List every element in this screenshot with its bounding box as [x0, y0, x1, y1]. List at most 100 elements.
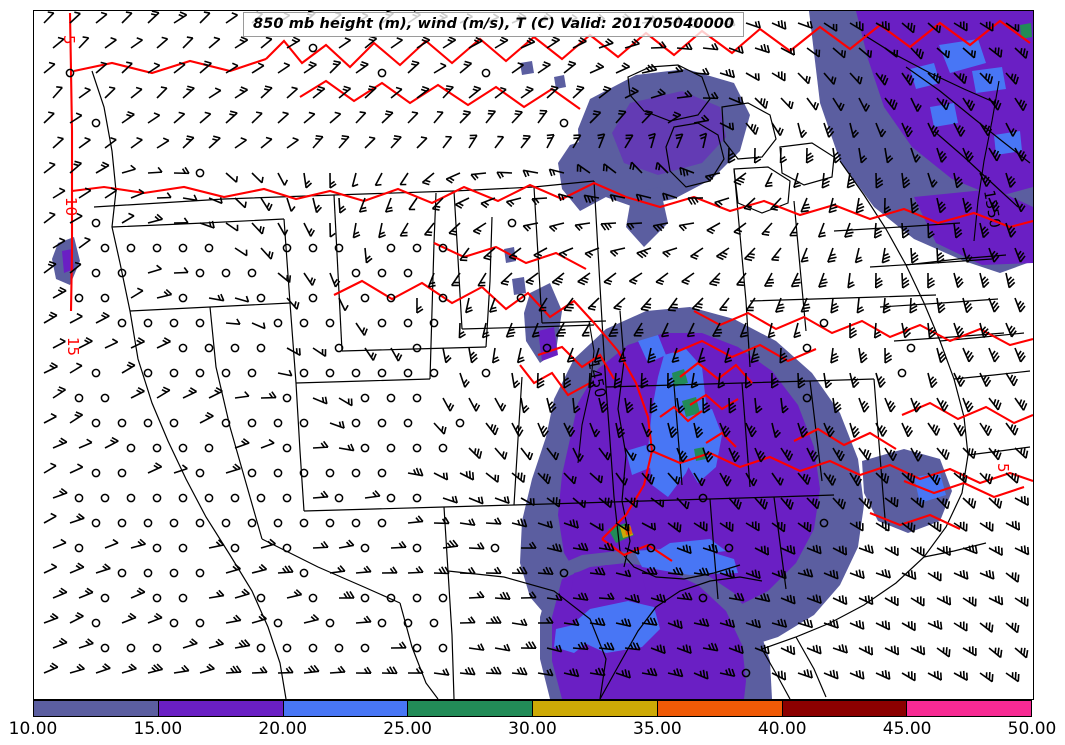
wind-barb [303, 268, 319, 287]
calm-wind-circle [559, 118, 569, 128]
wind-barb [1014, 491, 1033, 507]
wind-barb [303, 219, 317, 238]
wind-barb [433, 565, 451, 575]
wind-barb [576, 272, 595, 288]
calm-wind-circle [412, 643, 422, 653]
wind-barb [351, 172, 362, 189]
calm-wind-circle [143, 418, 153, 428]
wind-barb [354, 615, 372, 624]
wind-barb [858, 641, 877, 656]
wind-barb [390, 641, 407, 649]
wind-barb [118, 611, 137, 624]
wind-barb [901, 616, 920, 632]
wind-barb [40, 309, 58, 324]
calm-wind-circle [91, 618, 101, 628]
wind-barb [100, 83, 116, 99]
wind-barb [65, 157, 83, 174]
wind-barb [223, 462, 242, 474]
wind-barb [600, 222, 618, 232]
colorbar-tick-50: 50.00 [1007, 719, 1057, 739]
wind-barb [558, 247, 577, 261]
calm-wind-circle [438, 593, 448, 603]
wind-barb [1014, 294, 1028, 313]
wind-barb [702, 41, 720, 51]
wind-barb [858, 541, 877, 555]
wind-barb [40, 209, 56, 224]
calm-wind-circle [143, 368, 153, 378]
calm-wind-circle [91, 518, 101, 528]
wind-barb [979, 617, 997, 633]
wind-barb [936, 641, 954, 658]
wind-barb [221, 107, 238, 124]
wind-barb [93, 561, 112, 574]
wind-barb [708, 272, 726, 290]
wind-barb [1005, 567, 1023, 583]
wind-barb [335, 35, 352, 49]
calm-wind-circle [559, 568, 569, 578]
wind-barb [569, 35, 588, 49]
calm-wind-circle [117, 568, 127, 578]
wind-barb [277, 665, 294, 674]
wind-barb [433, 516, 450, 525]
wind-barb [901, 271, 910, 289]
wind-barb [875, 666, 894, 681]
calm-wind-circle [117, 318, 127, 328]
wind-barb [855, 197, 867, 215]
wind-barb [953, 566, 972, 580]
calm-wind-circle [247, 268, 257, 278]
wind-barb [459, 615, 476, 624]
calm-wind-circle [152, 443, 162, 453]
wind-barb [655, 272, 673, 288]
calm-wind-circle [377, 68, 387, 78]
wind-barb [1005, 516, 1024, 531]
wind-barb [531, 197, 549, 206]
wind-barb [338, 295, 351, 312]
calm-wind-circles-layer [65, 18, 916, 678]
wind-barb [901, 419, 915, 438]
wind-barb [979, 666, 997, 683]
wind-barb [311, 540, 329, 549]
calm-wind-circle [195, 468, 205, 478]
wind-barb [495, 171, 513, 180]
calm-wind-circle [308, 293, 318, 303]
wind-barb [249, 562, 268, 574]
wind-barb [205, 85, 222, 99]
calm-wind-circle [91, 118, 101, 128]
calm-wind-circle [100, 293, 110, 303]
calm-wind-circle [100, 393, 110, 403]
wind-barb [421, 172, 439, 188]
wind-barb [363, 489, 381, 499]
calm-wind-circle [386, 443, 396, 453]
wind-barb [979, 418, 995, 437]
wind-barb [172, 266, 189, 274]
wind-barb [303, 171, 313, 189]
wind-barb [156, 191, 172, 199]
calm-wind-circle [65, 68, 75, 78]
wind-barb [312, 391, 330, 405]
calm-wind-circle [91, 368, 101, 378]
wind-barb [390, 344, 405, 362]
wind-barb [234, 243, 251, 257]
calm-wind-circle [455, 418, 465, 428]
calm-wind-circle [308, 643, 318, 653]
wind-barb [92, 159, 110, 174]
wind-barb [548, 222, 567, 234]
calm-wind-circle [178, 443, 188, 453]
calm-wind-circle [195, 268, 205, 278]
wind-barb [75, 134, 92, 149]
calm-wind-circle [230, 543, 240, 553]
wind-barb [377, 107, 394, 124]
wind-barb [67, 511, 86, 524]
wind-barb [127, 585, 146, 599]
wind-barb [257, 134, 273, 149]
wind-barb [927, 566, 945, 582]
calm-wind-circle [178, 243, 188, 253]
svg-text:5: 5 [994, 463, 1012, 473]
wind-barb [468, 442, 486, 460]
wind-barb [1005, 666, 1023, 683]
colorbar[interactable] [33, 700, 1032, 717]
wind-barb [329, 270, 342, 288]
wind-barb [454, 107, 472, 124]
wind-barb [180, 636, 199, 649]
wind-barb [988, 591, 1007, 606]
